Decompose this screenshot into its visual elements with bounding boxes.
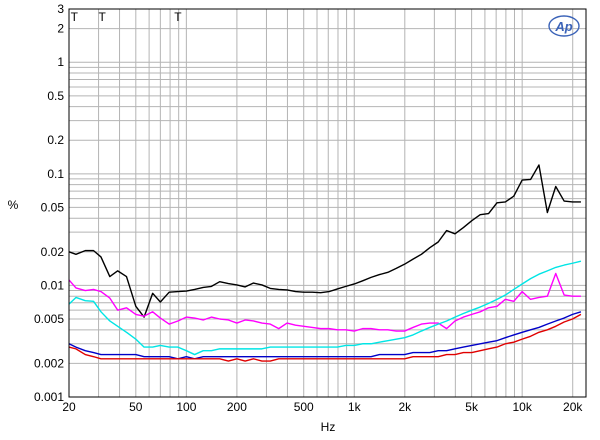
series-layer [68,164,582,362]
y-tick-label: 1 [57,55,64,69]
x-tick-label: 20k [563,400,583,414]
marker-label: T [98,10,106,24]
x-tick-label: 500 [294,400,314,414]
ap-logo-oval-icon [548,15,580,37]
y-tick-label: 0.5 [47,89,64,103]
x-axis-title: Hz [321,420,336,434]
marker-label: T [71,10,79,24]
x-tick-label: 5k [465,400,479,414]
series-line-2 [68,272,581,332]
ap-logo-text: Ap [554,19,572,34]
y-tick-label: 0.2 [47,133,64,147]
marker-label: T [174,10,182,24]
ap-logo: Ap [548,15,580,37]
x-tick-label: 200 [227,400,247,414]
plot-frame [68,8,587,398]
y-tick-label: 0.01 [41,278,65,292]
x-tick-label: 20 [62,400,76,414]
y-tick-label: 0.02 [41,245,65,259]
x-tick-label: 100 [176,400,196,414]
series-line-4 [68,311,582,360]
series-line-3 [68,260,582,356]
grid-lines [69,9,586,397]
y-tick-label: 0.1 [47,167,64,181]
y-tick-label: 0.002 [34,356,64,370]
x-tick-label: 2k [398,400,412,414]
y-tick-labels: 3 2 1 0.5 0.2 0.1 0.05 0.02 0.01 0.005 0.002 0.001 [34,2,64,404]
series-line-5 [68,313,582,362]
y-tick-label: 3 [57,2,64,16]
y-axis-title: % [8,198,19,212]
y-tick-label: 0.05 [41,200,65,214]
y-tick-label: 2 [57,22,64,36]
x-tick-label: 50 [129,400,143,414]
series-line-1 [68,164,581,318]
x-tick-labels: 20 50 100 200 500 1k 2k 5k 10k 20k [62,400,583,414]
y-tick-label: 0.005 [34,312,64,326]
x-tick-label: 10k [512,400,532,414]
y-tick-label: 0.001 [34,390,64,404]
x-tick-label: 1k [348,400,362,414]
